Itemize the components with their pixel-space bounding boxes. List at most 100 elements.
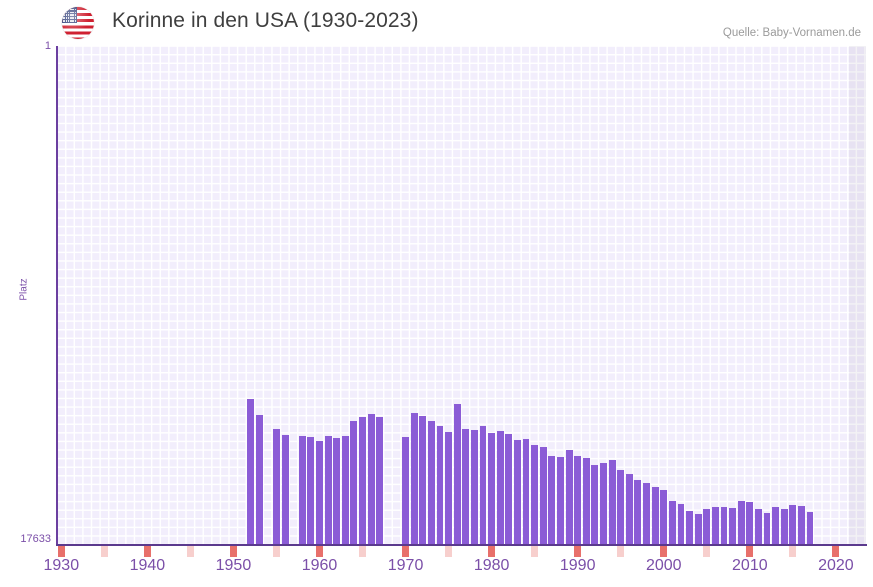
half-decade-mark <box>273 546 280 557</box>
x-axis-tick-label: 1930 <box>43 557 80 574</box>
bar[interactable] <box>453 404 461 545</box>
bar[interactable] <box>427 421 435 545</box>
bar[interactable] <box>479 426 487 545</box>
decade-mark <box>746 546 754 557</box>
bar[interactable] <box>316 441 323 545</box>
bar[interactable] <box>780 509 788 545</box>
decade-mark <box>229 546 237 557</box>
bar[interactable] <box>600 463 607 545</box>
bar[interactable] <box>539 447 547 545</box>
chart-header: Korinne in den USA (1930-2023) Quelle: B… <box>0 0 873 46</box>
bar[interactable] <box>350 421 358 545</box>
bar[interactable] <box>711 507 719 545</box>
bar[interactable] <box>634 480 642 545</box>
bar[interactable] <box>694 514 702 545</box>
bar[interactable] <box>746 502 754 545</box>
page-title: Korinne in den USA (1930-2023) <box>112 9 419 32</box>
bar[interactable] <box>367 414 375 545</box>
bar[interactable] <box>660 490 668 545</box>
bar[interactable] <box>798 506 805 545</box>
bar[interactable] <box>470 430 478 545</box>
bar[interactable] <box>410 413 418 545</box>
decade-mark <box>402 546 409 557</box>
y-axis-tick-top: 1 <box>44 40 51 52</box>
bar[interactable] <box>729 508 737 545</box>
bar[interactable] <box>574 456 582 545</box>
decade-mark <box>488 546 496 557</box>
bar[interactable] <box>557 457 564 545</box>
x-axis-tick-label: 1950 <box>215 557 252 574</box>
bar[interactable] <box>686 511 693 545</box>
bar[interactable] <box>531 445 539 545</box>
bar[interactable] <box>772 507 780 545</box>
bar[interactable] <box>763 513 771 545</box>
bar[interactable] <box>582 458 590 545</box>
bar[interactable] <box>565 450 573 545</box>
bar[interactable] <box>255 415 263 545</box>
bar[interactable] <box>488 433 496 545</box>
bar[interactable] <box>419 416 427 545</box>
bar[interactable] <box>281 435 289 545</box>
bar[interactable] <box>505 434 513 545</box>
x-axis-tick-label: 2020 <box>818 557 854 574</box>
bar[interactable] <box>522 439 530 545</box>
bar[interactable] <box>273 429 280 545</box>
x-axis-line <box>56 544 867 546</box>
bar[interactable] <box>668 501 676 545</box>
decade-mark <box>143 546 151 557</box>
decade-mark <box>57 546 65 557</box>
plot-area <box>57 46 866 545</box>
bar[interactable] <box>307 437 315 545</box>
decade-mark <box>574 546 582 557</box>
x-axis-tick-label: 2010 <box>732 557 768 574</box>
bar[interactable] <box>703 509 711 545</box>
bar[interactable] <box>643 483 650 545</box>
bar[interactable] <box>651 487 659 545</box>
half-decade-mark <box>359 546 366 557</box>
bar[interactable] <box>677 504 685 545</box>
bar[interactable] <box>324 436 332 545</box>
bar[interactable] <box>496 431 504 545</box>
x-axis-tick-label: 1970 <box>387 557 424 574</box>
bar[interactable] <box>333 438 341 545</box>
x-axis-tick-label: 2000 <box>645 557 682 574</box>
half-decade-mark <box>617 546 625 557</box>
y-axis-line <box>56 46 58 546</box>
bar[interactable] <box>617 470 625 545</box>
x-axis-tick-label: 1960 <box>301 557 338 574</box>
x-axis-tick-label: 1940 <box>129 557 166 574</box>
bar[interactable] <box>341 436 349 545</box>
bar[interactable] <box>720 507 728 545</box>
bar[interactable] <box>298 436 306 545</box>
half-decade-mark <box>703 546 711 557</box>
bar[interactable] <box>737 501 745 545</box>
bar[interactable] <box>754 509 762 545</box>
bar[interactable] <box>591 465 599 545</box>
bar[interactable] <box>806 512 814 545</box>
half-decade-mark <box>789 546 797 557</box>
bar[interactable] <box>548 456 556 545</box>
bar[interactable] <box>402 437 409 545</box>
bar[interactable] <box>359 417 366 545</box>
bar[interactable] <box>789 505 797 545</box>
decade-mark <box>832 546 840 557</box>
decade-mark <box>316 546 323 557</box>
source-label: Quelle: Baby-Vornamen.de <box>722 27 861 39</box>
decade-mark <box>660 546 668 557</box>
bar[interactable] <box>376 417 384 545</box>
half-decade-mark <box>100 546 108 557</box>
bar[interactable] <box>247 399 255 545</box>
bar[interactable] <box>625 474 633 545</box>
x-axis-tick-label: 1990 <box>559 557 596 574</box>
us-flag-icon <box>62 7 94 39</box>
bar[interactable] <box>513 440 521 545</box>
bar[interactable] <box>462 429 470 545</box>
future-shaded-region <box>848 46 866 545</box>
bar[interactable] <box>608 460 616 545</box>
y-axis-tick-bottom: 17633 <box>20 533 51 545</box>
bar[interactable] <box>445 432 453 545</box>
half-decade-mark <box>186 546 194 557</box>
bar[interactable] <box>436 426 444 545</box>
half-decade-mark <box>445 546 453 557</box>
